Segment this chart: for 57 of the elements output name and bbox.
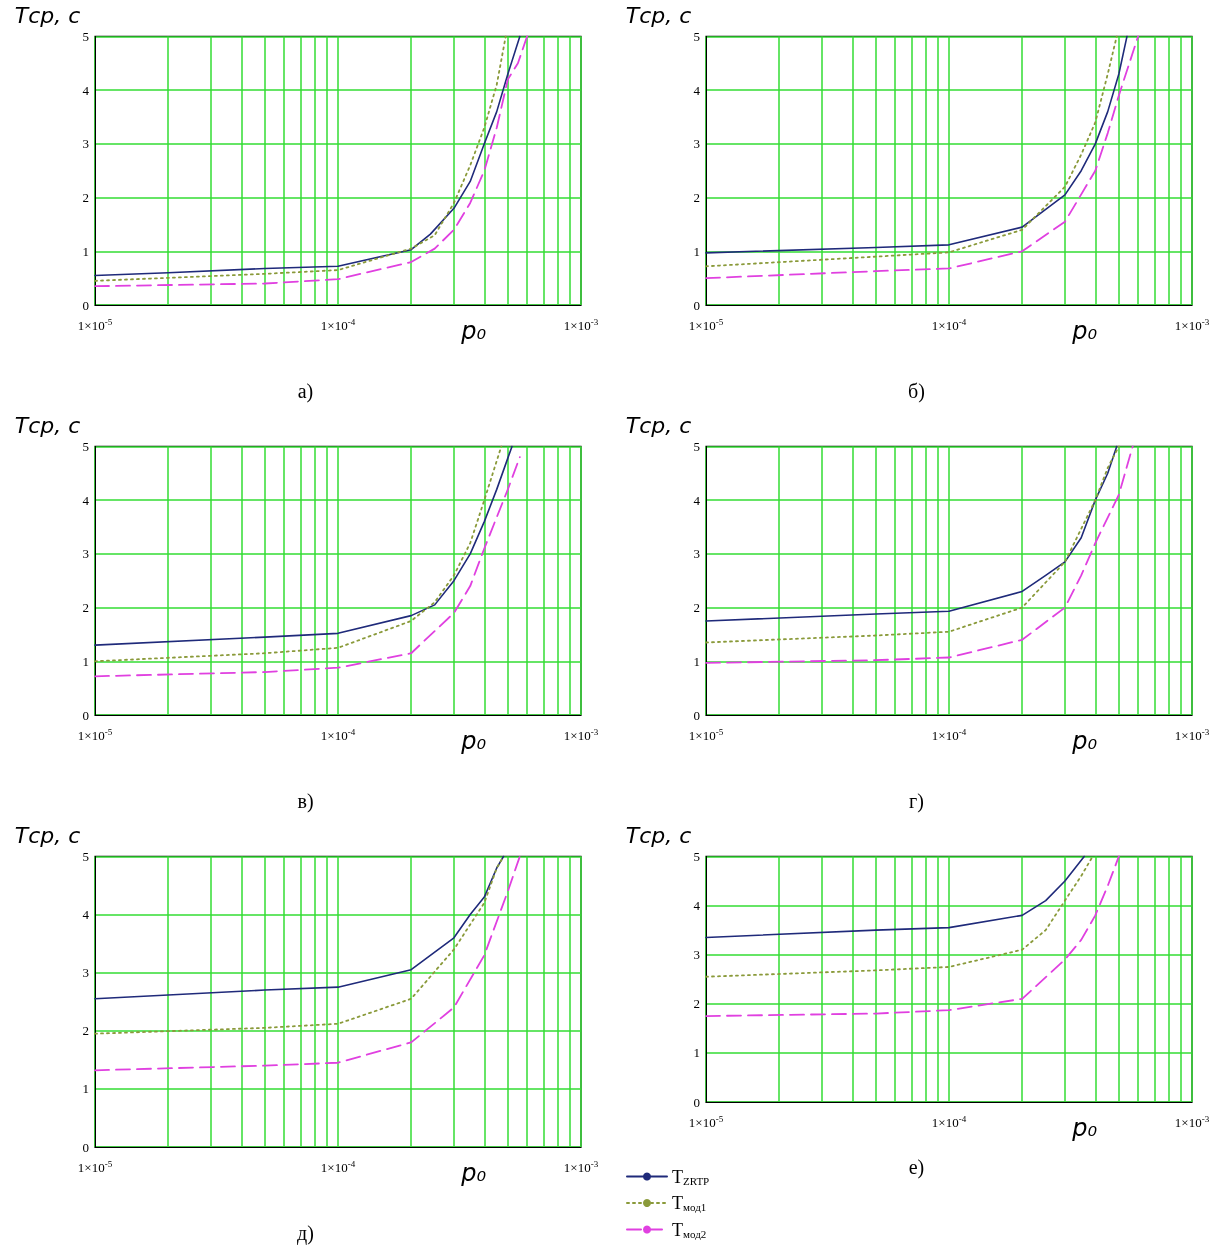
x-axis-title: p₀ [1071,317,1098,345]
y-tick-label: 3 [82,136,89,152]
y-tick-label: 0 [693,1094,700,1110]
text: а) [297,380,314,403]
text: е) [908,1156,925,1179]
y-tick-label: 1 [82,1081,89,1097]
y-axis-title: Тср, с [625,412,692,438]
text: г) [909,790,924,813]
y-tick-label: 4 [82,907,90,923]
y-tick-label: 2 [693,996,700,1012]
y-axis-title: Тср, с [14,822,81,848]
x-axis-title: p₀ [460,727,487,755]
legend-label: TZRTP [672,1166,710,1187]
y-tick-label: 0 [693,297,700,313]
y-tick-label: 3 [82,546,89,562]
y-tick-label: 2 [82,1023,89,1039]
y-tick-label: 1 [693,243,700,259]
y-tick-label: 0 [82,297,89,313]
legend-label: Tмод1 [672,1193,707,1213]
text: в) [297,790,314,813]
y-axis-title: Тср, с [14,412,81,438]
y-tick-label: 5 [82,28,89,44]
y-axis-title: Тср, с [625,822,692,848]
y-tick-label: 0 [82,1139,89,1155]
y-tick-label: 3 [82,965,89,981]
legend-label: Tмод2 [672,1219,707,1240]
y-tick-label: 5 [693,848,700,864]
y-tick-label: 5 [693,28,700,44]
y-tick-label: 5 [82,438,89,454]
text: б) [908,380,925,403]
y-tick-label: 0 [693,707,700,723]
y-tick-label: 0 [82,707,89,723]
y-tick-label: 1 [693,653,700,669]
y-axis-title: Тср, с [625,2,692,28]
y-tick-label: 1 [693,1045,700,1061]
y-tick-label: 2 [693,190,700,206]
y-tick-label: 2 [82,600,89,616]
y-tick-label: 5 [82,848,89,864]
x-axis-title: p₀ [1071,727,1098,755]
y-tick-label: 2 [82,190,89,206]
y-tick-label: 4 [82,492,90,508]
y-tick-label: 3 [693,136,700,152]
x-axis-title: p₀ [460,317,487,345]
y-tick-label: 1 [82,653,89,669]
y-tick-label: 2 [693,600,700,616]
y-tick-label: 4 [693,898,701,914]
x-axis-title: p₀ [1071,1114,1098,1142]
y-tick-label: 4 [693,82,701,98]
y-tick-label: 3 [693,947,700,963]
y-tick-label: 4 [82,82,90,98]
y-tick-label: 3 [693,546,700,562]
y-tick-label: 1 [82,243,89,259]
y-tick-label: 4 [693,492,701,508]
x-axis-title: p₀ [460,1159,487,1187]
y-tick-label: 5 [693,438,700,454]
y-axis-title: Тср, с [14,2,81,28]
text: д) [297,1222,314,1245]
